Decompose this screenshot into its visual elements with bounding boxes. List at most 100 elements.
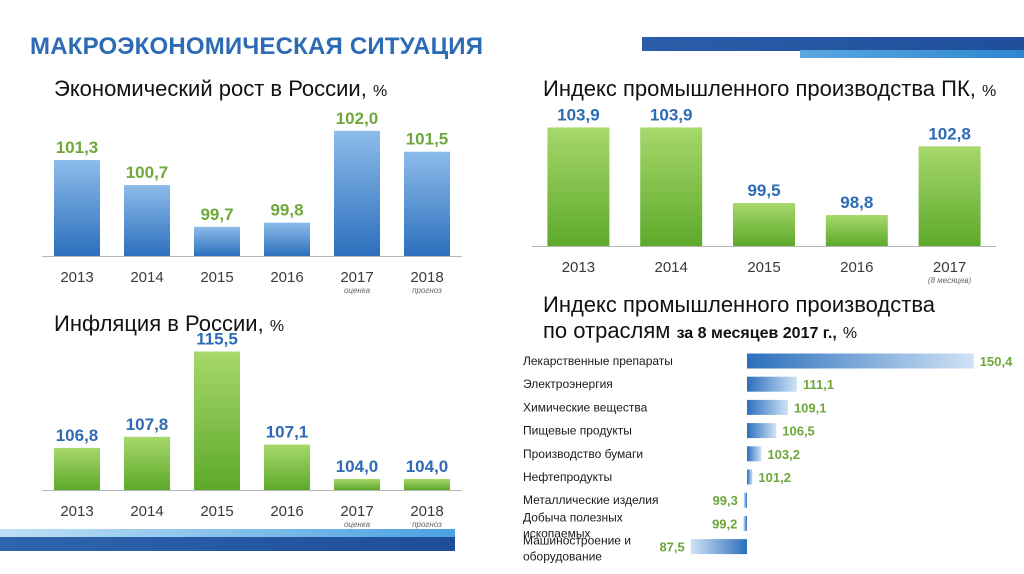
growth-tick-2016: 2016 xyxy=(270,269,303,286)
inflation-bar-2013 xyxy=(54,447,100,490)
sectors-bar-7 xyxy=(743,515,747,531)
sectors-bar-1 xyxy=(747,376,797,392)
sectors-category-label-4: Производство бумаги xyxy=(523,447,643,461)
inflation-value-label-2014: 107,8 xyxy=(126,415,169,434)
inflation-note-2018: прогноз xyxy=(412,520,442,529)
sectors-value-label-0: 150,4 xyxy=(980,354,1013,369)
sectors-value-label-1: 111,1 xyxy=(803,377,834,392)
industrial-bar-2017 xyxy=(918,146,981,246)
industrial-value-label-2013: 103,9 xyxy=(557,105,600,124)
sectors-bar-0 xyxy=(747,353,974,369)
footer-stripe-light xyxy=(0,529,455,537)
growth-chart-title-text: Экономический рост в России, xyxy=(54,76,367,101)
sectors-bar-8 xyxy=(690,539,747,555)
inflation-tick-2017: 2017 xyxy=(340,503,373,520)
sectors-category-label-6: Металлические изделия xyxy=(523,493,658,507)
industrial-chart-title: Индекс промышленного производства ПК, % xyxy=(543,76,996,105)
industrial-value-label-2014: 103,9 xyxy=(650,105,693,124)
inflation-bar-2017 xyxy=(334,478,380,490)
sectors-chart-title: Индекс промышленного производства по отр… xyxy=(543,292,935,347)
growth-tick-2014: 2014 xyxy=(130,269,163,286)
growth-note-2018: прогноз xyxy=(412,286,442,295)
sectors-value-label-4: 103,2 xyxy=(767,447,800,462)
sectors-category-label-7-line1: ископаемых xyxy=(523,526,590,540)
inflation-bar-2016 xyxy=(264,444,310,490)
growth-value-label-2017: 102,0 xyxy=(336,109,379,128)
growth-bar-2017 xyxy=(334,130,380,256)
inflation-chart-title-text: Инфляция в России, xyxy=(54,311,264,336)
sectors-bar-4 xyxy=(747,446,762,462)
industrial-note-2017: (8 месяцев) xyxy=(928,276,972,285)
inflation-note-2017: оценка xyxy=(344,520,371,529)
sectors-chart-subtitle: за 8 месяцев 2017 г., xyxy=(676,325,837,342)
industrial-chart-title-text: Индекс промышленного производства ПК, xyxy=(543,76,976,101)
growth-value-label-2018: 101,5 xyxy=(406,130,449,149)
industrial-chart-unit: % xyxy=(982,83,997,100)
sectors-chart-title-line1: Индекс промышленного производства xyxy=(543,292,936,317)
industrial-bar-2015 xyxy=(733,203,795,246)
inflation-value-label-2016: 107,1 xyxy=(266,423,309,442)
industrial-value-label-2017: 102,8 xyxy=(928,124,971,143)
industrial-tick-2016: 2016 xyxy=(840,259,873,276)
growth-bar-2013 xyxy=(54,160,100,256)
sectors-bar-3 xyxy=(747,423,777,439)
growth-chart-unit: % xyxy=(372,83,388,100)
growth-value-label-2013: 101,3 xyxy=(56,138,99,157)
growth-bar-2014 xyxy=(124,185,170,256)
growth-chart-title: Экономический рост в России, % xyxy=(54,76,387,105)
inflation-value-label-2013: 106,8 xyxy=(56,426,99,445)
footer-stripe-dark xyxy=(0,537,455,551)
industrial-bar-2014 xyxy=(640,127,703,246)
sectors-chart-title-line2: по отраслям xyxy=(543,318,671,343)
sectors-value-label-2: 109,1 xyxy=(794,400,827,415)
inflation-chart-unit: % xyxy=(269,318,285,335)
sectors-value-label-5: 101,2 xyxy=(758,470,791,485)
inflation-tick-2014: 2014 xyxy=(130,503,163,520)
page-title: МАКРОЭКОНОМИЧЕСКАЯ СИТУАЦИЯ xyxy=(30,33,484,60)
inflation-bar-2014 xyxy=(124,436,170,490)
growth-tick-2013: 2013 xyxy=(60,269,93,286)
industrial-tick-2015: 2015 xyxy=(747,259,780,276)
growth-bar-2016 xyxy=(264,222,310,256)
inflation-bar-2015 xyxy=(194,351,240,490)
header-stripe-dark xyxy=(642,37,1024,51)
growth-tick-2015: 2015 xyxy=(200,269,233,286)
growth-value-label-2014: 100,7 xyxy=(126,163,169,182)
industrial-tick-2014: 2014 xyxy=(655,259,688,276)
inflation-tick-2018: 2018 xyxy=(410,503,443,520)
growth-tick-2018: 2018 xyxy=(410,269,443,286)
sectors-chart-unit: % xyxy=(842,325,858,342)
growth-bar-2015 xyxy=(194,226,240,256)
sectors-bar-5 xyxy=(747,469,753,485)
industrial-bar-2016 xyxy=(825,215,888,246)
inflation-value-label-2017: 104,0 xyxy=(336,457,379,476)
growth-note-2017: оценка xyxy=(344,286,371,295)
inflation-tick-2013: 2013 xyxy=(60,503,93,520)
sectors-value-label-3: 106,5 xyxy=(782,424,815,439)
sectors-category-label-1: Электроэнергия xyxy=(523,377,613,391)
sectors-category-label-3: Пищевые продукты xyxy=(523,424,632,438)
sectors-bar-2 xyxy=(747,399,788,415)
inflation-tick-2015: 2015 xyxy=(200,503,233,520)
sectors-category-label-8-line0: Машиностроение и xyxy=(523,534,631,548)
growth-tick-2017: 2017 xyxy=(340,269,373,286)
inflation-chart-title: Инфляция в России, % xyxy=(54,311,284,340)
industrial-value-label-2015: 99,5 xyxy=(747,181,780,200)
sectors-value-label-6: 99,3 xyxy=(713,493,738,508)
industrial-bar-2013 xyxy=(547,127,610,246)
sectors-category-label-8-line1: оборудование xyxy=(523,550,602,564)
growth-value-label-2016: 99,8 xyxy=(270,201,303,220)
inflation-value-label-2015: 115,5 xyxy=(196,330,238,349)
sectors-category-label-0: Лекарственные препараты xyxy=(523,354,673,368)
sectors-value-label-7: 99,2 xyxy=(712,516,737,531)
sectors-category-label-7-line0: Добыча полезных xyxy=(523,510,623,524)
sectors-bar-6 xyxy=(743,492,747,508)
inflation-tick-2016: 2016 xyxy=(270,503,303,520)
sectors-value-label-8: 87,5 xyxy=(659,540,684,555)
header-stripe-light xyxy=(800,50,1024,58)
industrial-tick-2017: 2017 xyxy=(933,259,966,276)
sectors-category-label-2: Химические вещества xyxy=(523,400,648,414)
industrial-tick-2013: 2013 xyxy=(562,259,595,276)
inflation-bar-2018 xyxy=(404,478,450,490)
